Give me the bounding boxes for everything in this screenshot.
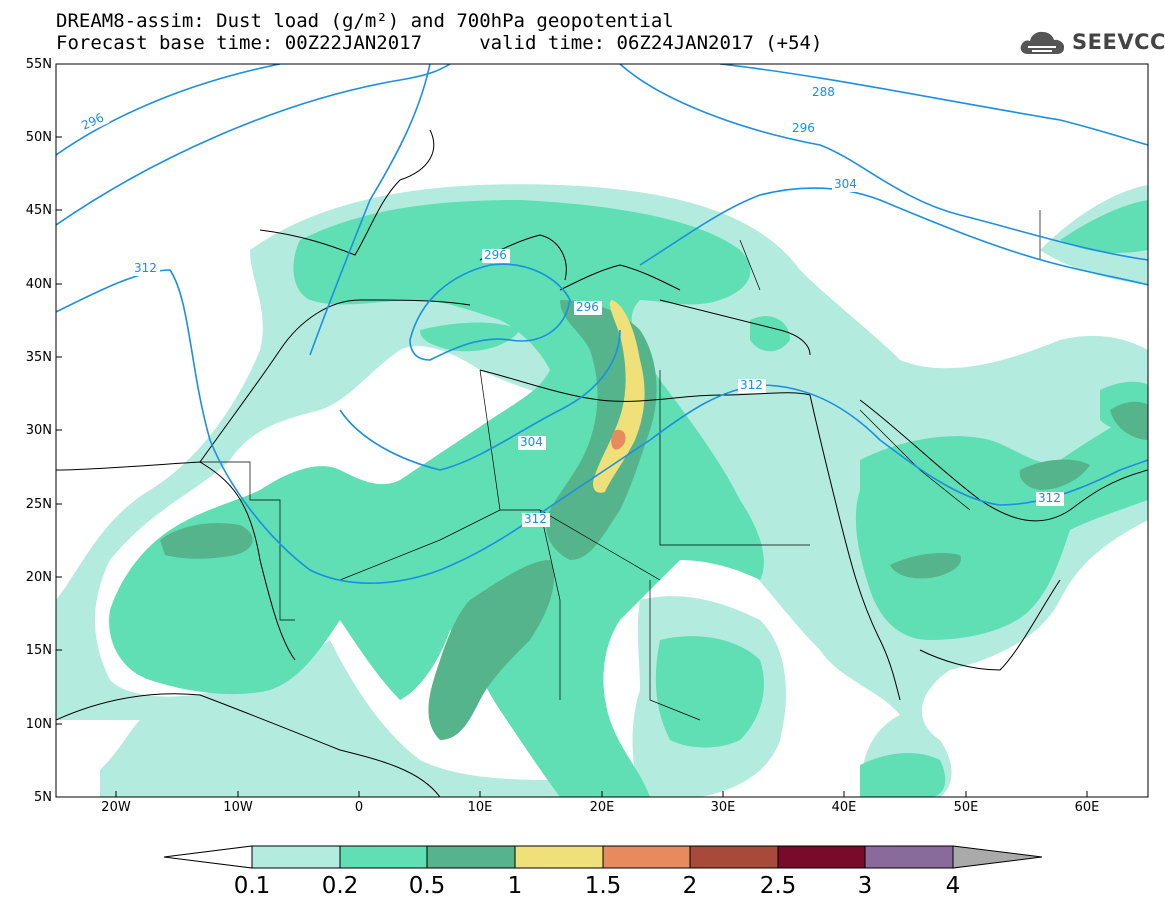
colorbar-under-arrow (163, 845, 253, 869)
colorbar-label: 2 (682, 873, 698, 899)
lon-label: 10E (467, 800, 493, 815)
lon-label: 20E (589, 800, 615, 815)
lat-label: 35N (25, 350, 52, 365)
contour-label: 296 (576, 300, 599, 314)
seevccc-logo: SEEVCCC (1018, 26, 1165, 60)
lon-label: 30E (710, 800, 736, 815)
lat-label: 40N (25, 277, 52, 292)
colorbar-bin (514, 845, 604, 869)
colorbar-label: 0.5 (408, 873, 446, 899)
lat-label: 55N (25, 57, 52, 72)
contour-label: 288 (812, 85, 835, 99)
colorbar-label: 2.5 (759, 873, 797, 899)
colorbar-label: 1 (507, 873, 523, 899)
colorbar-label: 0.2 (321, 873, 359, 899)
lon-label: 60E (1074, 800, 1100, 815)
lat-label: 10N (25, 717, 52, 732)
map-subtitle: Forecast base time: 00Z22JAN2017 valid t… (56, 32, 823, 54)
lat-label: 45N (25, 203, 52, 218)
contour-label: 296 (484, 248, 507, 262)
lat-label: 25N (25, 497, 52, 512)
colorbar (163, 845, 1043, 869)
colorbar-label: 3 (857, 873, 873, 899)
contour-label: 312 (134, 261, 157, 275)
contour-label: 304 (520, 435, 543, 449)
colorbar-bin (602, 845, 691, 869)
colorbar-label: 4 (945, 873, 961, 899)
lon-label: 10W (223, 800, 253, 815)
colorbar-bin (689, 845, 779, 869)
contour-label: 312 (524, 512, 547, 526)
contour-label: 312 (740, 378, 763, 392)
dust-shading (56, 184, 1148, 797)
lon-label: 50E (953, 800, 979, 815)
cloud-icon (1020, 31, 1065, 54)
colorbar-bin (864, 845, 954, 869)
lon-label: 40E (831, 800, 857, 815)
lat-label: 5N (34, 790, 52, 805)
contour-label: 296 (792, 121, 815, 135)
coastlines (56, 129, 1148, 797)
map-title: DREAM8-assim: Dust load (g/m²) and 700hP… (56, 10, 674, 32)
colorbar-over-arrow (952, 845, 1043, 869)
dust-core-orange (611, 429, 626, 450)
colorbar-label: 1.5 (584, 873, 622, 899)
colorbar-bin (339, 845, 428, 869)
lat-label: 20N (25, 570, 52, 585)
dust-band-yellow (593, 300, 645, 493)
borders (200, 210, 1041, 721)
lon-label: 0 (354, 800, 364, 815)
lat-label: 50N (25, 130, 52, 145)
lat-label: 30N (25, 423, 52, 438)
colorbar-bin (426, 845, 516, 869)
colorbar-bin (251, 845, 341, 869)
colorbar-bin (777, 845, 866, 869)
lat-label: 15N (25, 643, 52, 658)
logo-text: SEEVCCC (1072, 30, 1165, 54)
geopotential-contours (56, 64, 1148, 584)
lon-label: 20W (101, 800, 131, 815)
contour-labels: 296 288 296 304 312 296 296 304 312 312 … (77, 85, 1064, 527)
colorbar-label: 0.1 (233, 873, 271, 899)
axis-ticks (56, 63, 1088, 797)
contour-label: 304 (834, 177, 857, 191)
contour-label: 312 (1038, 491, 1061, 505)
